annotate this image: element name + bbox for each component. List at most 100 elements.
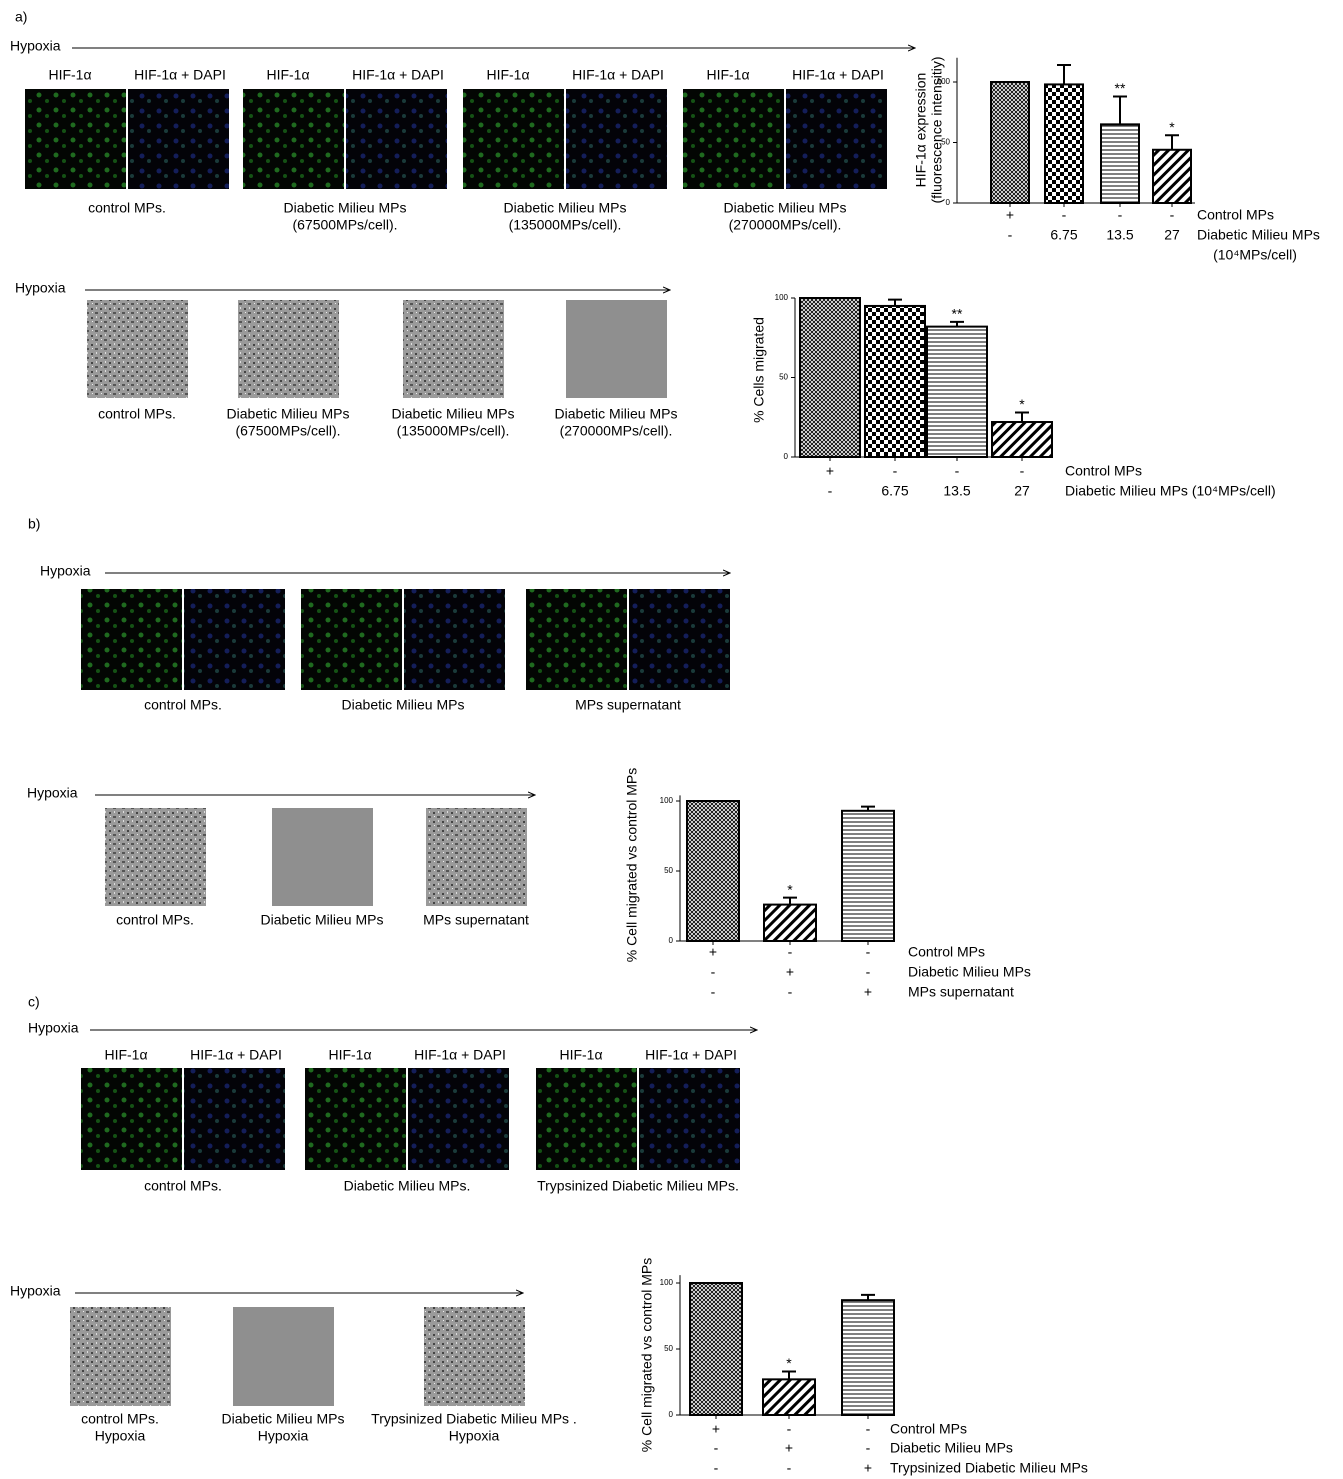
dapi-image [184,589,285,690]
y-tick-label: 100 [660,1278,674,1287]
hif-image [526,589,627,690]
image-caption: (270000MPs/cell). [560,423,673,439]
condition-label: Diabetic Milieu MPs [890,1440,1013,1456]
significance: ** [952,306,963,322]
image-caption: Diabetic Milieu MPs. [344,1178,471,1194]
condition-label: Control MPs [1197,207,1274,223]
y-axis-label: (fluorescence intensitiy) [929,56,945,203]
condition-value: 13.5 [1106,227,1133,243]
condition-value: + [864,984,872,1000]
channel-label: HIF-1α [266,67,309,83]
bar [764,905,816,941]
image-caption: control MPs. [81,1411,159,1427]
hif-image [81,589,182,690]
image-caption: (67500MPs/cell). [235,423,340,439]
y-axis-label: % Cells migrated [751,317,767,423]
significance: * [1169,119,1175,135]
hypoxia-label: Hypoxia [27,785,78,801]
image-caption: control MPs. [88,200,166,216]
condition-value: - [1118,207,1123,223]
image-caption: Trypsinized Diabetic Milieu MPs. [537,1178,739,1194]
error-bar [1015,412,1029,422]
channel-label: HIF-1α [486,67,529,83]
channel-label: HIF-1α [328,1047,371,1063]
condition-label: Control MPs [1065,463,1142,479]
image-caption: Diabetic Milieu MPs [724,200,847,216]
condition-label: Trypsinized Diabetic Milieu MPs [890,1460,1088,1476]
y-axis-label: % Cell migrated vs control MPs [639,1258,655,1453]
image-caption: Diabetic Milieu MPs [392,406,515,422]
image-caption: Diabetic Milieu MPs [342,697,465,713]
condition-label: Diabetic Milieu MPs (10⁴MPs/cell) [1065,483,1276,499]
channel-label: HIF-1α + DAPI [572,67,664,83]
error-bar [782,1371,796,1379]
significance: ** [1115,80,1126,96]
channel-label: HIF-1α + DAPI [134,67,226,83]
image-caption: Diabetic Milieu MPs [555,406,678,422]
condition-value: - [866,1421,871,1437]
condition-value: - [828,483,833,499]
y-tick-label: 50 [664,1344,673,1353]
bar [687,801,739,941]
condition-label: Diabetic Milieu MPs [908,964,1031,980]
condition-value: 6.75 [881,483,908,499]
hif-image [463,89,564,189]
condition-value: + [785,1440,793,1456]
error-bar [1113,97,1127,125]
hypoxia-label: Hypoxia [15,280,66,296]
y-tick-label: 100 [660,796,674,805]
image-caption: (270000MPs/cell). [729,217,842,233]
image-caption: control MPs. [98,406,176,422]
condition-value: - [714,1460,719,1476]
dapi-image [404,589,505,690]
condition-label: (10⁴MPs/cell) [1213,247,1297,263]
image-caption: Hypoxia [95,1428,146,1444]
dapi-image [128,89,229,189]
y-tick-label: 100 [775,293,789,302]
image-caption: Trypsinized Diabetic Milieu MPs . [371,1411,577,1427]
condition-value: - [866,1440,871,1456]
dapi-image [408,1068,509,1170]
y-tick-label: 0 [669,936,674,945]
dapi-image [566,89,667,189]
panel-label: a) [15,9,27,25]
dapi-image [184,1068,285,1170]
condition-value: 27 [1014,483,1030,499]
image-caption: control MPs. [116,912,194,928]
y-tick-label: 50 [779,373,788,382]
panel-label: c) [28,994,40,1010]
significance: * [787,881,793,897]
image-caption: Diabetic Milieu MPs [222,1411,345,1427]
channel-label: HIF-1α + DAPI [414,1047,506,1063]
condition-value: - [1020,463,1025,479]
hypoxia-label: Hypoxia [10,1283,61,1299]
panel-label: b) [28,516,40,532]
hif-image [81,1068,182,1170]
hypoxia-label: Hypoxia [28,1020,79,1036]
transwell-image [566,300,667,398]
condition-value: - [866,964,871,980]
bar [865,306,925,457]
condition-value: - [1062,207,1067,223]
channel-label: HIF-1α [559,1047,602,1063]
transwell-image [105,808,206,906]
condition-value: - [1008,227,1013,243]
condition-value: + [709,944,717,960]
image-caption: Hypoxia [258,1428,309,1444]
bar [1153,150,1191,203]
dapi-image [786,89,887,189]
bar [690,1283,742,1415]
condition-value: - [866,944,871,960]
condition-value: + [786,964,794,980]
condition-value: - [787,1460,792,1476]
image-caption: control MPs. [144,1178,222,1194]
bar [842,811,894,941]
channel-label: HIF-1α + DAPI [645,1047,737,1063]
condition-value: - [893,463,898,479]
bar [800,298,860,457]
y-tick-label: 0 [784,452,789,461]
condition-value: - [955,463,960,479]
image-caption: MPs supernatant [575,697,681,713]
channel-label: HIF-1α + DAPI [352,67,444,83]
transwell-image [403,300,504,398]
